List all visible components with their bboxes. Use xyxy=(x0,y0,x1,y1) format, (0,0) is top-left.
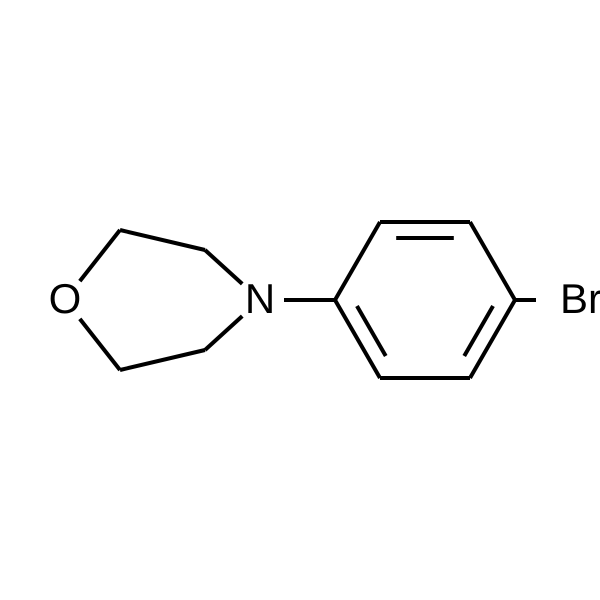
bond xyxy=(120,230,205,250)
bond xyxy=(335,300,380,378)
atom-label: N xyxy=(245,275,275,322)
bond xyxy=(205,316,242,350)
molecule-diagram: O N Br xyxy=(0,0,600,600)
atom-label: Br xyxy=(560,275,600,322)
bond xyxy=(120,350,205,370)
bond xyxy=(470,222,515,300)
bond xyxy=(80,319,120,370)
bond xyxy=(80,230,120,281)
bond xyxy=(335,222,380,300)
bond xyxy=(205,250,242,284)
atom-label: O xyxy=(49,275,82,322)
bond xyxy=(470,300,515,378)
